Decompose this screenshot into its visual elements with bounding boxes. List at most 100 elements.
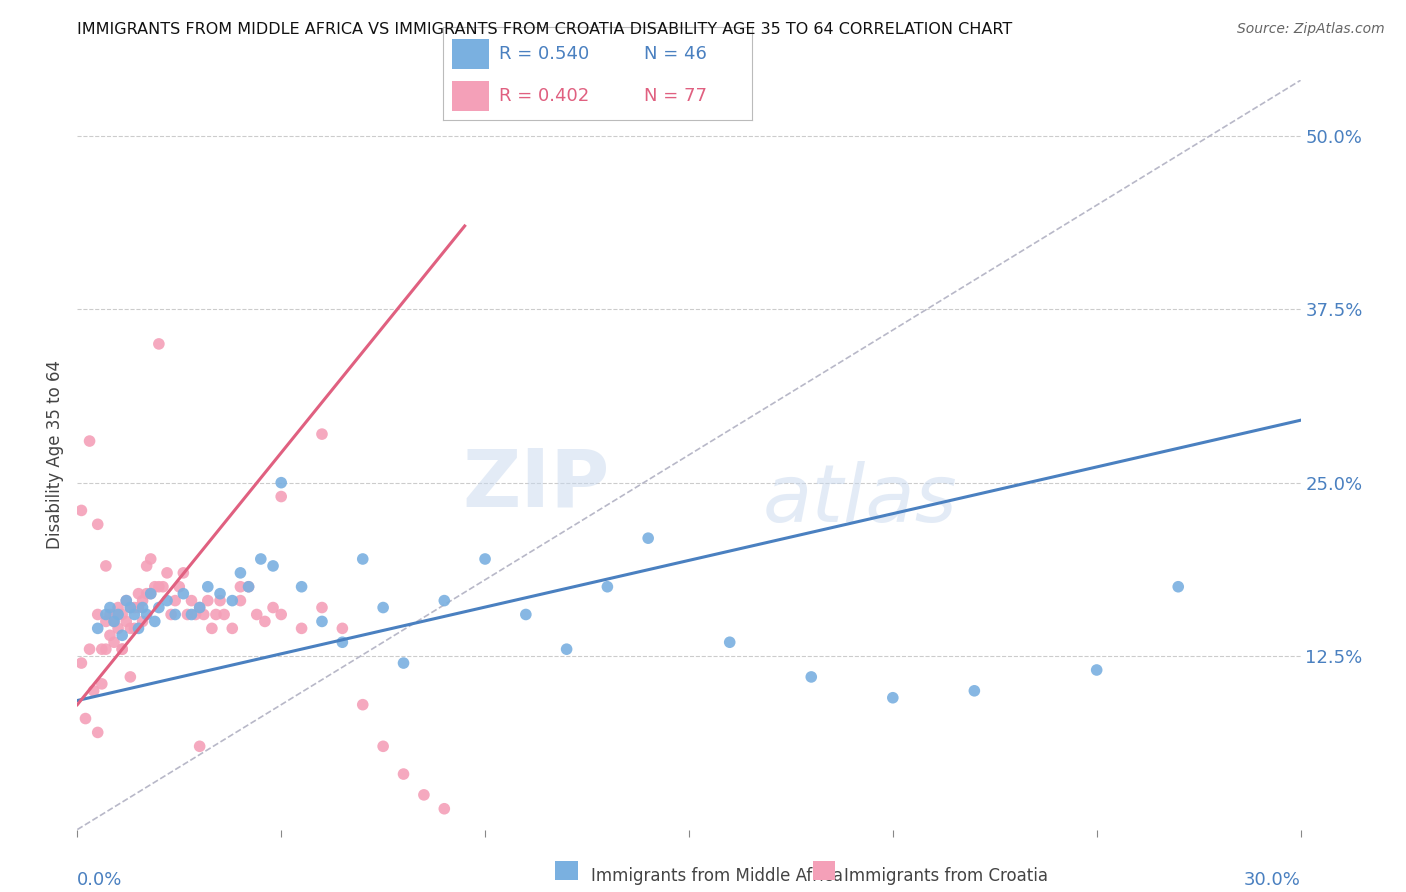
Point (246, 607, 269, 622)
Point (250, 552, 273, 566)
Point (120, 600, 142, 615)
Point (229, 566, 252, 580)
Point (131, 593, 153, 607)
Point (1085, 663, 1108, 677)
Point (143, 580, 166, 594)
Point (433, 802, 456, 816)
Point (1167, 580, 1189, 594)
Point (311, 427, 333, 442)
Point (131, 615, 153, 629)
Point (197, 580, 219, 594)
Point (120, 600, 142, 615)
Point (169, 580, 191, 594)
Point (98, 607, 121, 622)
Point (111, 607, 134, 622)
Point (270, 475, 292, 490)
Point (291, 621, 314, 635)
Point (148, 600, 170, 615)
Point (718, 635, 741, 649)
Point (94, 558, 117, 573)
Point (111, 642, 134, 657)
Point (120, 621, 142, 635)
Point (135, 587, 157, 601)
Point (555, 642, 578, 657)
Point (139, 587, 162, 601)
Point (332, 635, 354, 649)
Point (637, 531, 659, 545)
Point (172, 587, 194, 601)
Point (311, 600, 333, 615)
Point (148, 580, 170, 594)
Point (94, 607, 117, 622)
Text: N = 46: N = 46 (644, 45, 707, 63)
Point (197, 593, 219, 607)
Point (103, 635, 125, 649)
Point (107, 621, 129, 635)
Point (139, 552, 162, 566)
Point (103, 607, 125, 622)
FancyBboxPatch shape (453, 39, 489, 69)
Point (392, 767, 415, 781)
Point (262, 558, 284, 573)
Point (882, 690, 904, 705)
FancyBboxPatch shape (453, 81, 489, 111)
Point (188, 739, 211, 754)
Point (115, 615, 138, 629)
Point (474, 552, 496, 566)
Point (107, 600, 129, 615)
Point (103, 615, 125, 629)
Point (103, 615, 125, 629)
Point (124, 607, 146, 622)
Point (156, 566, 179, 580)
Y-axis label: Disability Age 35 to 64: Disability Age 35 to 64 (46, 360, 65, 549)
Point (120, 670, 142, 684)
Point (128, 621, 150, 635)
Text: R = 0.402: R = 0.402 (499, 87, 589, 105)
Point (98, 600, 121, 615)
Point (253, 615, 276, 629)
Point (238, 580, 260, 594)
Point (332, 621, 354, 635)
Point (963, 683, 986, 698)
Point (135, 607, 157, 622)
Point (128, 600, 150, 615)
Point (115, 593, 138, 607)
Point (371, 600, 394, 615)
Point (193, 607, 215, 622)
Point (413, 788, 436, 802)
Text: ZIP: ZIP (463, 446, 609, 524)
Point (87, 621, 110, 635)
Point (124, 600, 146, 615)
Point (221, 621, 243, 635)
Point (160, 607, 183, 622)
Text: Source: ZipAtlas.com: Source: ZipAtlas.com (1237, 22, 1385, 37)
Point (238, 580, 260, 594)
Point (70, 503, 93, 517)
Point (111, 628, 134, 642)
Point (90, 642, 112, 657)
Point (83, 683, 105, 698)
Point (371, 739, 394, 754)
Point (270, 607, 292, 622)
Point (98, 628, 121, 642)
Point (70, 656, 93, 670)
Point (800, 670, 823, 684)
Point (87, 517, 110, 532)
Point (128, 587, 150, 601)
Point (392, 656, 415, 670)
Point (124, 621, 146, 635)
Point (212, 607, 235, 622)
Text: Immigrants from Middle Africa: Immigrants from Middle Africa (591, 867, 842, 885)
Point (201, 621, 224, 635)
Point (75, 712, 97, 726)
Text: atlas: atlas (762, 461, 957, 539)
Point (352, 552, 374, 566)
Point (107, 607, 129, 622)
Point (172, 566, 194, 580)
Point (165, 607, 187, 622)
Point (148, 337, 170, 351)
Point (188, 600, 211, 615)
Point (139, 587, 162, 601)
Point (131, 600, 153, 615)
Point (433, 593, 456, 607)
